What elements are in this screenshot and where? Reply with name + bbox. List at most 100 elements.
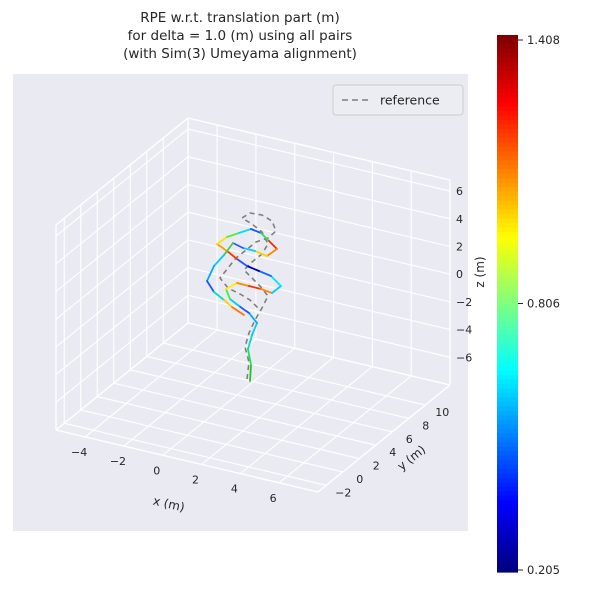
grid-line-x <box>201 357 334 465</box>
grid-line-z <box>55 267 189 376</box>
colorbar-strip <box>497 563 518 569</box>
colorbar-strip <box>497 160 518 166</box>
colorbar-strip <box>497 451 518 457</box>
colorbar-strip <box>497 312 518 318</box>
estimate-trajectory-segment <box>232 242 244 249</box>
colorbar-strip <box>497 384 518 390</box>
z-tick-label: 2 <box>456 240 463 253</box>
colorbar-strip <box>497 379 518 385</box>
colorbar-strip <box>497 527 518 533</box>
x-tick-label: 6 <box>270 492 277 505</box>
colorbar-strip <box>497 236 518 242</box>
colorbar-strip <box>497 48 518 54</box>
colorbar-strip <box>497 146 518 152</box>
colorbar-strip <box>497 84 518 90</box>
colorbar-strip <box>497 102 518 108</box>
colorbar-strip <box>497 39 518 45</box>
colorbar-strip <box>497 209 518 215</box>
colorbar-strip <box>497 205 518 211</box>
estimate-trajectory-segment <box>226 250 238 260</box>
colorbar-strip <box>497 196 518 202</box>
colorbar-strip <box>497 294 518 300</box>
grid-line-z <box>187 156 451 220</box>
estimate-trajectory-segment <box>249 364 252 382</box>
x-tick-label: −2 <box>110 455 126 468</box>
grid-line-z <box>55 184 189 292</box>
colorbar-strip <box>497 178 518 184</box>
x-tick-label: 2 <box>192 473 199 486</box>
estimate-trajectory-segment <box>225 288 231 300</box>
colorbar-strip <box>497 469 518 475</box>
colorbar-strip <box>497 267 518 273</box>
colorbar-strip <box>497 460 518 466</box>
grid-line-z <box>55 156 189 265</box>
y-tick-label: 8 <box>422 419 429 432</box>
axes-box-edge <box>55 429 319 493</box>
colorbar-strip <box>497 518 518 524</box>
colorbar-strip <box>497 93 518 99</box>
colorbar-min-label: 0.205 <box>527 563 560 577</box>
z-tick-label: −4 <box>456 324 472 337</box>
estimate-trajectory-segment <box>236 282 250 287</box>
colorbar-strip <box>497 285 518 291</box>
colorbar-strip <box>497 509 518 515</box>
legend: reference <box>332 84 464 116</box>
estimate-trajectory-segment <box>247 334 253 350</box>
estimate-trajectory-segment <box>248 312 258 324</box>
estimate-trajectory-segment <box>247 348 252 366</box>
colorbar-strip <box>497 88 518 94</box>
colorbar-strip <box>497 290 518 296</box>
colorbar-strip <box>497 164 518 170</box>
colorbar-strip <box>497 343 518 349</box>
estimate-trajectory-segment <box>225 282 238 290</box>
axes-box-edge <box>55 322 189 431</box>
grid-line-z <box>55 294 189 403</box>
axes-box-edge <box>317 384 451 493</box>
colorbar-strip <box>497 169 518 175</box>
colorbar-strip <box>497 214 518 220</box>
colorbar-strip <box>497 388 518 394</box>
colorbar: 1.408 0.806 0.205 <box>497 33 560 577</box>
axes-box-edge <box>187 322 451 386</box>
grid-line-z <box>187 239 451 303</box>
estimate-trajectory-segment <box>206 265 215 282</box>
colorbar-strip <box>497 334 518 340</box>
colorbar-strip <box>497 437 518 443</box>
colorbar-strip <box>497 43 518 50</box>
colorbar-strip <box>497 227 518 233</box>
z-tick-label: 4 <box>456 213 463 226</box>
colorbar-strip <box>497 455 518 461</box>
estimate-trajectory-segment <box>258 270 272 277</box>
colorbar-strip <box>497 424 518 430</box>
estimate-trajectory-segment <box>223 299 233 308</box>
colorbar-strip <box>497 442 518 448</box>
estimate-trajectory-segment <box>206 280 215 293</box>
colorbar-strip <box>497 464 518 470</box>
estimate-trajectory-segment <box>270 275 282 287</box>
grid-line-y <box>113 382 376 446</box>
y-tick-label: −2 <box>335 486 351 499</box>
colorbar-strip <box>497 316 518 322</box>
grid-line-y <box>80 409 343 473</box>
colorbar-strip <box>497 155 518 161</box>
colorbar-strip <box>497 187 518 193</box>
colorbar-strip <box>497 357 518 363</box>
estimate-trajectory-segment <box>226 232 240 238</box>
x-axis-tick-labels: −4 −2 0 2 4 6 <box>71 446 277 505</box>
estimate-trajectory-segment <box>266 248 278 257</box>
colorbar-strip <box>497 428 518 434</box>
z-tick-label: −6 <box>456 351 472 364</box>
colorbar-strip <box>497 245 518 251</box>
grid-lines <box>55 117 451 493</box>
estimate-trajectory-segment <box>254 250 268 257</box>
colorbar-mid-label: 0.806 <box>527 297 560 311</box>
colorbar-strip <box>497 111 518 117</box>
colorbar-strip <box>497 254 518 260</box>
colorbar-strip <box>497 482 518 488</box>
colorbar-strip <box>497 486 518 493</box>
y-tick-label: 2 <box>373 460 380 473</box>
grid-line-z <box>187 267 451 331</box>
colorbar-strip <box>497 124 518 130</box>
grid-line-z <box>55 211 189 320</box>
